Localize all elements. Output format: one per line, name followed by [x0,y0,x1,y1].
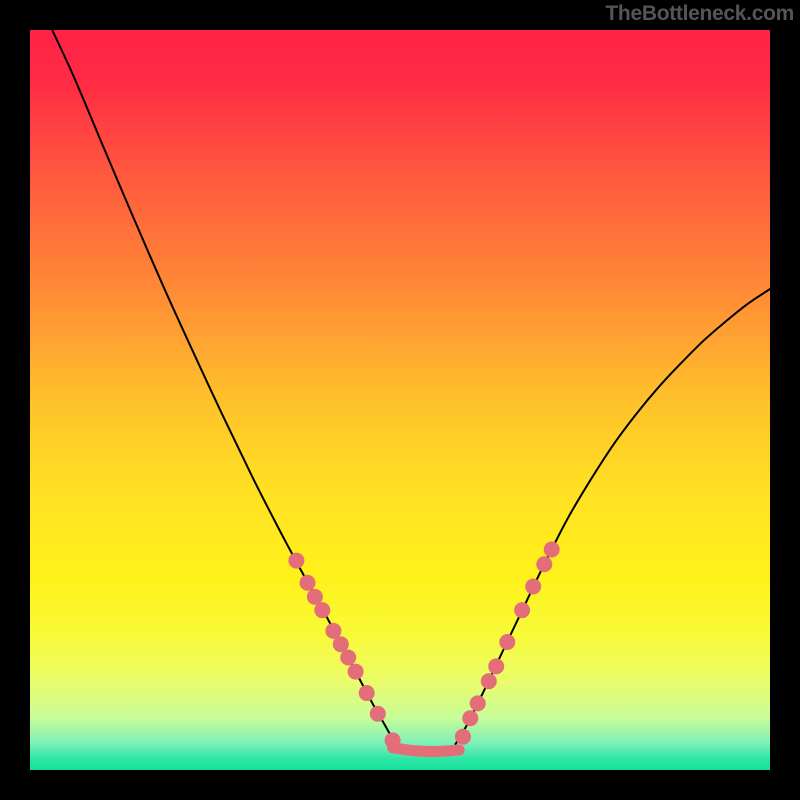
marker-left [340,650,356,666]
marker-right [499,634,515,650]
marker-left [288,553,304,569]
marker-left [385,732,401,748]
marker-right [525,578,541,594]
marker-right [470,695,486,711]
marker-left [348,664,364,680]
marker-left [359,685,375,701]
chart-container: TheBottleneck.com [0,0,800,800]
marker-right [481,673,497,689]
marker-right [488,658,504,674]
marker-right [455,729,471,745]
marker-right [544,541,560,557]
marker-right [462,710,478,726]
chart-plot-area [30,30,770,770]
marker-right [514,602,530,618]
chart-svg [30,30,770,770]
marker-left [300,575,316,591]
chart-background [30,30,770,770]
marker-left [370,706,386,722]
marker-right [536,556,552,572]
watermark-text: TheBottleneck.com [605,2,794,26]
marker-left [314,602,330,618]
flat-bottom-segment [393,748,460,752]
